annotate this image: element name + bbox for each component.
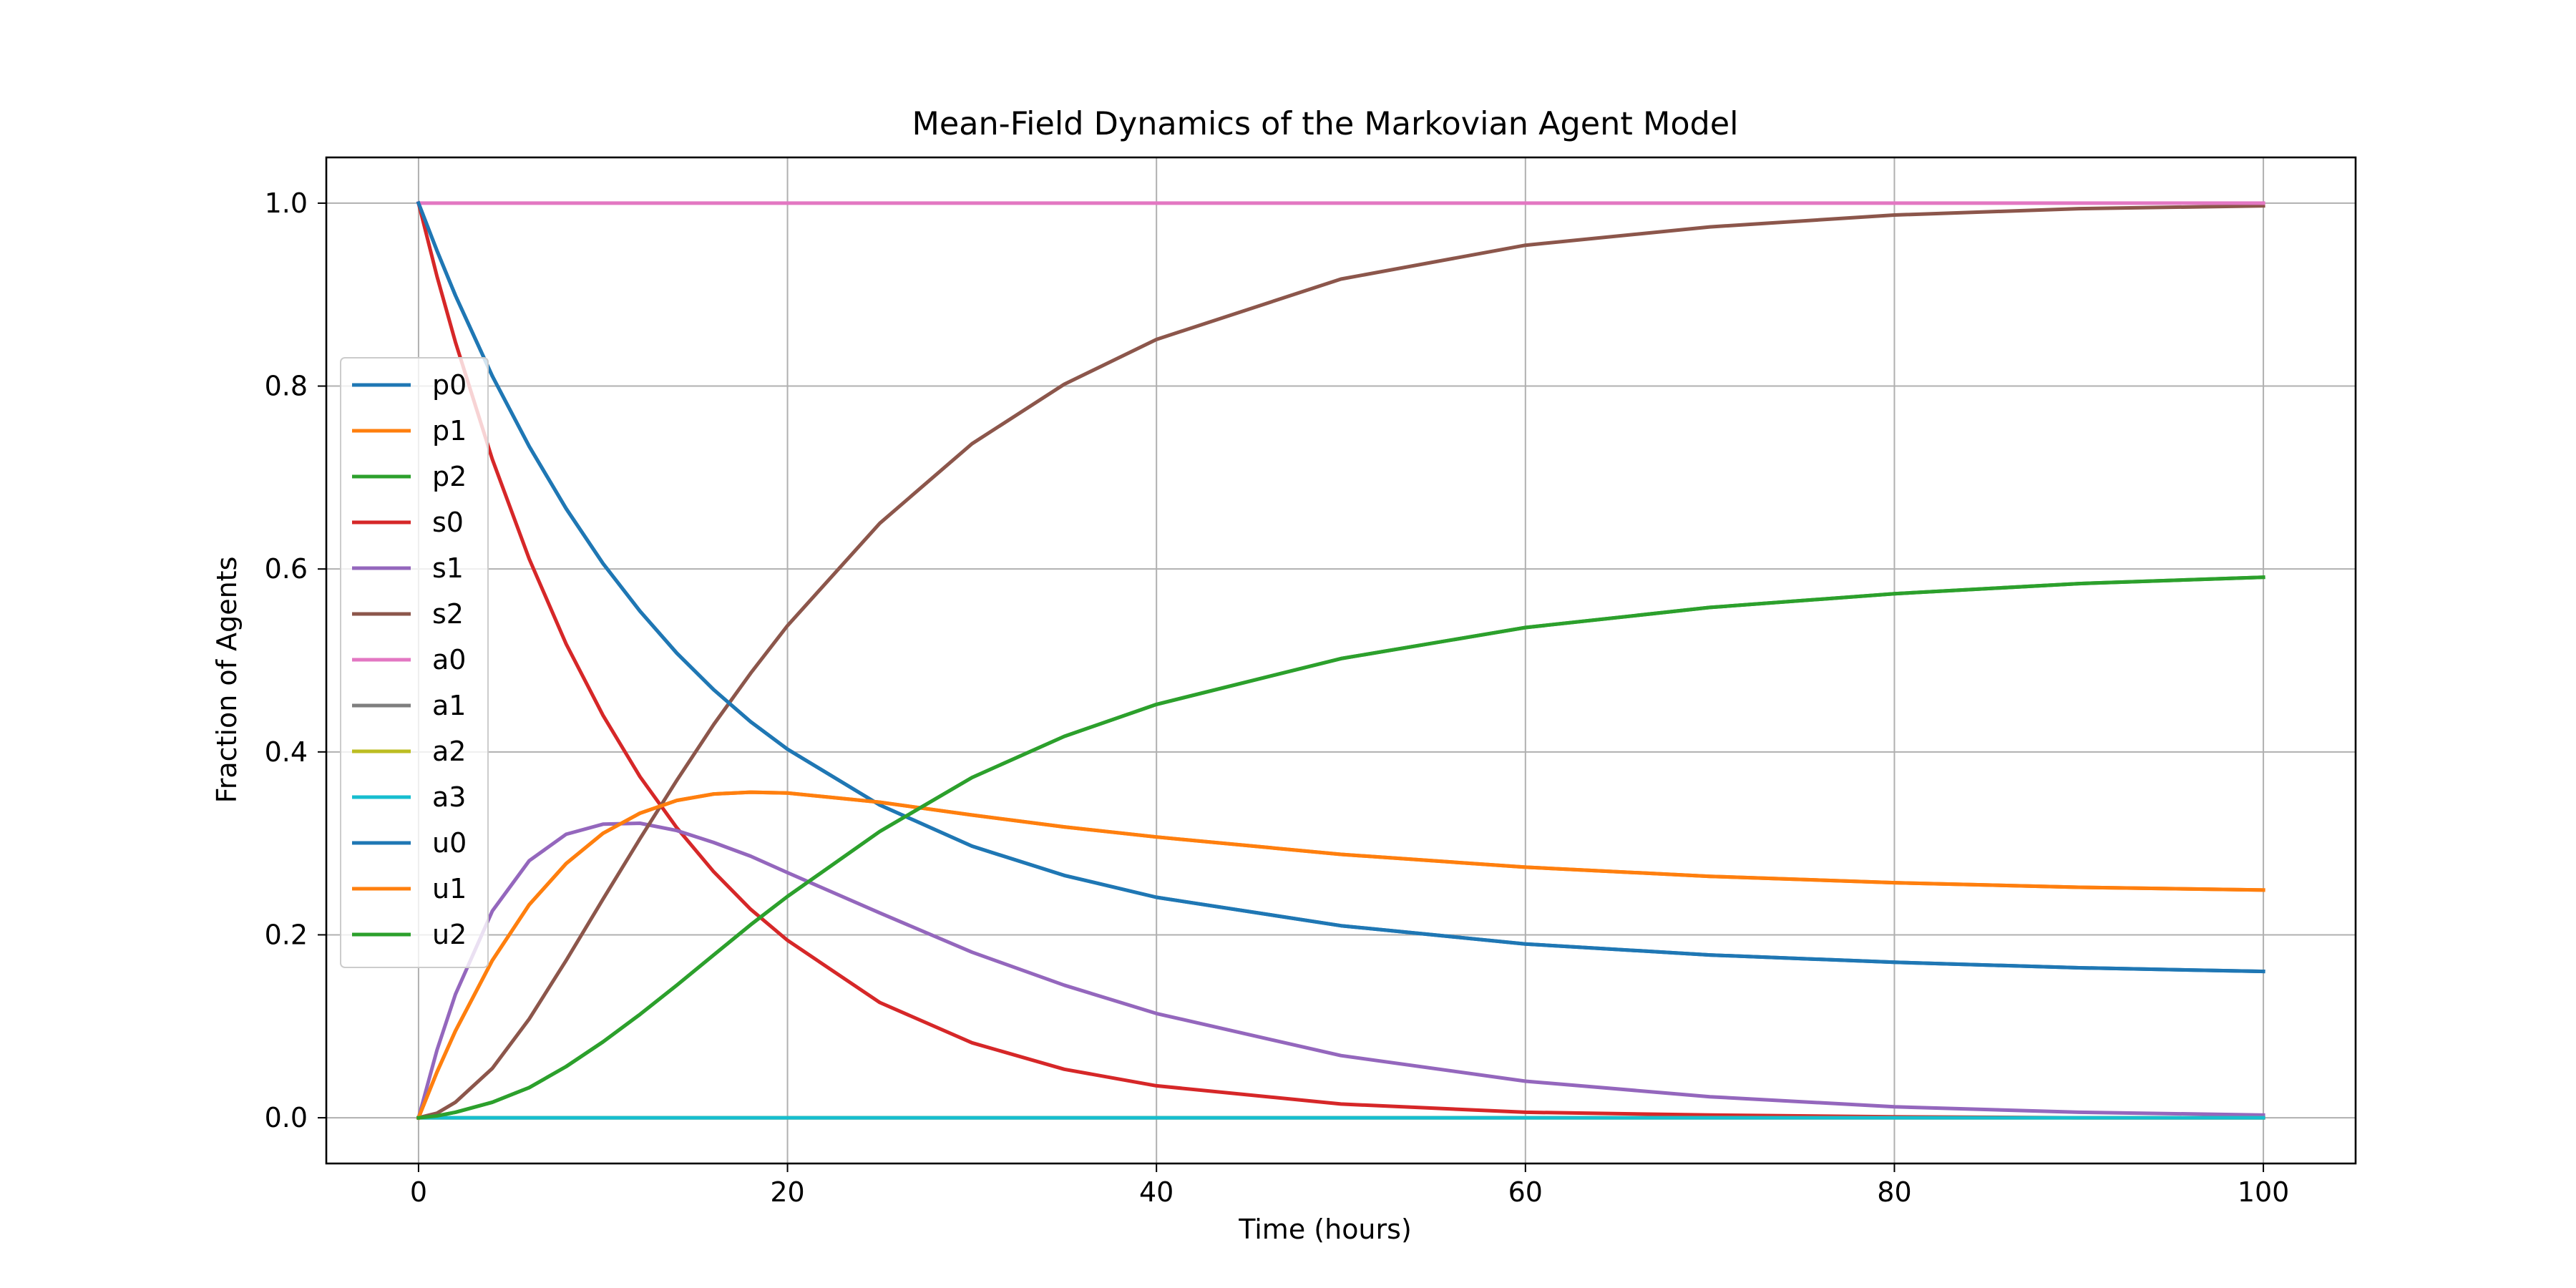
- series-line-s1: [416, 821, 2265, 1121]
- series-line-u0: [416, 200, 2265, 974]
- legend: p0 p1 p2 s0 s1 s2 a0 a1 a2 a3 u0 u1 u2: [340, 357, 489, 968]
- series-line-s2: [416, 204, 2265, 1121]
- legend-label-a3: a3: [432, 781, 466, 813]
- y-tick-label: 1.0: [265, 187, 308, 219]
- legend-label-a1: a1: [432, 690, 466, 721]
- legend-label-a0: a0: [432, 644, 466, 675]
- legend-label-u0: u0: [432, 827, 467, 859]
- y-tick-label: 0.8: [265, 371, 308, 402]
- legend-label-p0: p0: [432, 369, 467, 401]
- legend-label-s1: s1: [432, 552, 464, 584]
- y-axis-label: Fraction of Agents: [211, 557, 243, 804]
- x-axis-ticks: 0 20 40 60 80 100: [410, 1163, 2290, 1208]
- series-line-s0: [416, 200, 2265, 1120]
- x-tick-label: 100: [2238, 1176, 2290, 1208]
- y-axis-ticks: 0.0 0.2 0.4 0.6 0.8 1.0: [265, 187, 326, 1133]
- x-tick-label: 40: [1139, 1176, 1174, 1208]
- legend-label-p1: p1: [432, 415, 467, 447]
- x-axis-label: Time (hours): [1238, 1214, 1412, 1245]
- x-tick-label: 20: [770, 1176, 804, 1208]
- y-tick-label: 0.6: [265, 553, 308, 585]
- axes-frame: [325, 156, 2357, 1165]
- series-line-u1: [416, 790, 2265, 1121]
- plot-area: 0 20 40 60 80 100 0.0 0.2 0.4 0.6 0.8 1.0: [265, 156, 2357, 1208]
- x-tick-label: 60: [1508, 1176, 1543, 1208]
- x-tick-label: 80: [1877, 1176, 1911, 1208]
- legend-label-a2: a2: [432, 736, 466, 767]
- legend-box: [340, 357, 489, 968]
- legend-label-u2: u2: [432, 919, 467, 950]
- x-tick-label: 0: [410, 1176, 427, 1208]
- series-lines: [416, 200, 2265, 1121]
- legend-label-s2: s2: [432, 598, 464, 630]
- y-tick-label: 0.0: [265, 1102, 308, 1133]
- series-line-u2: [416, 575, 2265, 1120]
- legend-label-s0: s0: [432, 507, 464, 538]
- y-tick-label: 0.4: [265, 736, 308, 768]
- y-tick-label: 0.2: [265, 919, 308, 950]
- legend-label-p2: p2: [432, 461, 467, 492]
- legend-label-u1: u1: [432, 873, 467, 904]
- chart-title: Mean-Field Dynamics of the Markovian Age…: [912, 106, 1738, 142]
